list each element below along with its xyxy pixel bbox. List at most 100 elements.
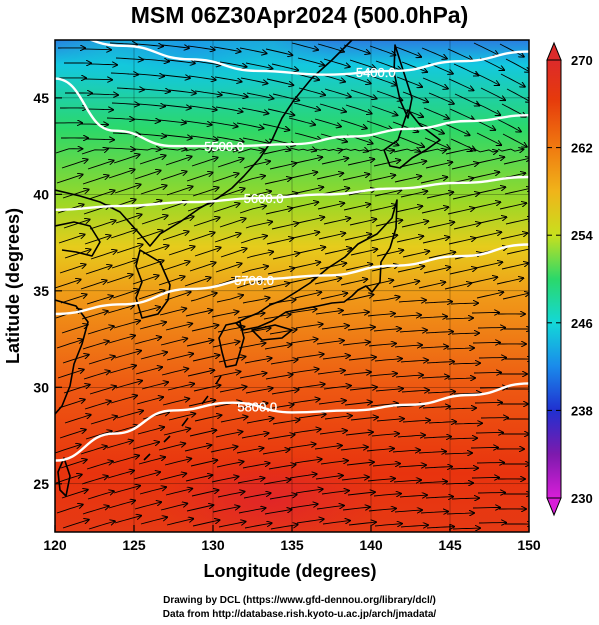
coastlines — [55, 40, 441, 497]
streamline-arrow — [265, 375, 293, 380]
streamline-arrow — [189, 430, 216, 437]
credit-drawing: Drawing by DCL (https://www.gfd-dennou.o… — [163, 595, 436, 606]
streamline-arrow — [424, 302, 452, 303]
streamline-arrow — [266, 238, 293, 245]
streamline-arrow — [214, 234, 241, 243]
streamline-arrow — [239, 206, 266, 214]
streamline-arrow — [423, 437, 451, 438]
streamline-arrow — [245, 388, 273, 394]
streamline-arrow — [110, 73, 138, 75]
colorbar-tick-label: 246 — [571, 316, 593, 331]
streamline-arrow — [241, 433, 269, 439]
streamline-arrow — [366, 449, 394, 452]
contour-line — [55, 382, 529, 462]
streamline-arrow — [63, 220, 90, 229]
streamline-arrow — [245, 222, 272, 229]
colorbar-tick-label: 262 — [571, 141, 593, 156]
streamline-arrow — [56, 505, 83, 514]
contour-line — [55, 243, 529, 316]
streamline-arrow — [296, 187, 323, 194]
streamline-arrow — [85, 266, 112, 275]
streamline-arrow — [418, 282, 445, 289]
streamline-arrow — [216, 462, 244, 468]
streamline-arrow — [116, 245, 143, 254]
streamline-arrow — [368, 509, 396, 512]
streamline-arrow — [497, 149, 524, 151]
streamline-arrow — [236, 448, 264, 454]
streamline-arrow — [140, 352, 167, 360]
coastline-korea — [135, 249, 171, 319]
streamline-arrow — [324, 416, 352, 420]
streamline-arrow — [264, 510, 292, 515]
streamline-arrow — [342, 174, 369, 181]
streamline-arrow — [237, 478, 265, 484]
streamline-arrow — [58, 235, 85, 244]
streamline-arrow — [473, 42, 498, 55]
streamline-arrow — [236, 122, 264, 128]
streamline-arrow — [187, 370, 214, 377]
streamline-arrow — [219, 387, 247, 393]
streamline-arrow — [220, 417, 248, 423]
contour-label: 5600.0 — [244, 191, 284, 206]
streamline-arrow — [192, 188, 219, 197]
streamline-arrow — [134, 171, 161, 180]
streamline-arrow — [216, 295, 243, 303]
streamline-arrow — [58, 400, 85, 409]
streamline-arrow — [316, 173, 343, 180]
streamline-arrow — [238, 343, 266, 349]
streamline-arrow — [291, 42, 318, 50]
streamline-arrow — [291, 369, 319, 374]
streamline-arrow — [164, 292, 191, 301]
streamline-arrow — [297, 217, 324, 224]
streamline-arrow — [83, 49, 111, 50]
streamline-arrow — [345, 264, 372, 271]
streamline-arrow — [397, 266, 424, 273]
streamline-arrow — [344, 402, 372, 405]
streamline-arrow — [264, 345, 292, 350]
streamline-arrow — [367, 479, 395, 482]
streamline-arrow — [423, 107, 449, 119]
streamline-arrow — [166, 519, 193, 526]
streamline-arrow — [87, 161, 114, 170]
streamline-arrow — [400, 525, 428, 527]
streamline-arrow — [422, 237, 449, 244]
streamline-arrow — [268, 465, 296, 470]
streamline-arrow — [421, 377, 449, 379]
streamline-arrow — [473, 202, 500, 209]
streamline-arrow — [82, 176, 109, 185]
streamline-arrow — [81, 476, 108, 485]
streamline-arrow — [115, 58, 143, 60]
streamline-arrow — [158, 120, 186, 123]
streamline-arrow — [368, 344, 396, 347]
streamline-arrow — [297, 57, 324, 65]
streamline-arrow — [113, 321, 140, 329]
streamline-arrow — [400, 360, 428, 362]
streamline-arrow — [373, 160, 400, 167]
y-tick-label: 30 — [33, 379, 49, 395]
streamline-arrow — [138, 134, 166, 136]
streamline-arrow — [107, 471, 134, 479]
streamline-arrow — [213, 46, 241, 52]
streamline-arrow — [472, 508, 500, 509]
y-tick-label: 45 — [33, 90, 49, 106]
streamline-arrow — [394, 176, 421, 183]
streamline-arrow — [422, 407, 450, 409]
streamline-arrow — [141, 59, 169, 62]
streamline-arrow — [190, 293, 217, 302]
streamline-arrow — [449, 108, 475, 120]
streamline-arrow — [319, 263, 346, 270]
streamline-arrow — [84, 401, 111, 410]
colorbar-ticks: 270 262 254 246 238 230 — [547, 53, 593, 506]
streamline-arrow — [324, 88, 351, 97]
streamline-arrow — [108, 501, 135, 509]
streamline-arrow — [159, 149, 186, 151]
streamline-arrow — [369, 45, 395, 55]
streamline-arrow — [61, 325, 88, 334]
streamline-arrow — [185, 475, 212, 482]
streamline-arrow — [342, 342, 370, 345]
streamline-arrow — [445, 483, 473, 484]
streamline-arrow — [292, 399, 320, 404]
streamline-arrow — [265, 48, 292, 55]
contour-label: 5800.0 — [237, 400, 277, 415]
